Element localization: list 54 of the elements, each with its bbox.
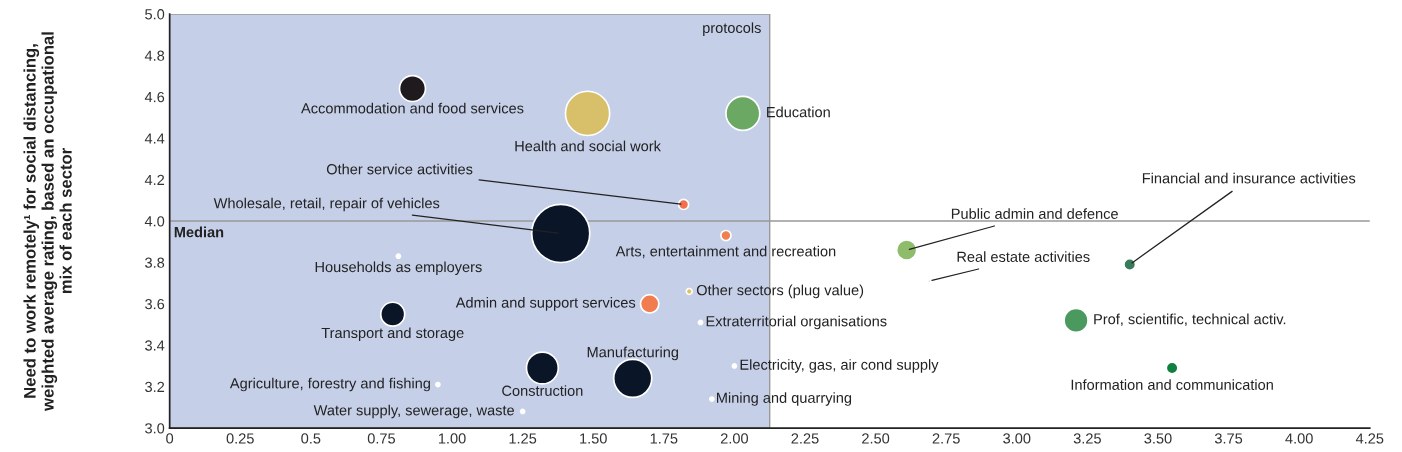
x-tick-label: 1.00 [438,433,466,444]
x-tick-label: 3.75 [1214,433,1243,444]
x-tick-label: 2.75 [932,433,960,444]
annotation: Health and social work [515,140,661,152]
annotation: Prof, scientific, technical activ. [1094,313,1286,327]
y-tick-label: 3.6 [145,298,165,310]
x-tick-label: 0.75 [367,433,396,444]
annotation: Accommodation and food services [301,102,524,114]
ref-line-label: Median [174,226,224,238]
annotation: Arts, entertainment and recreation [615,245,836,259]
annotation: Financial and insurance activities [1142,172,1356,184]
annotation: Public admin and defence [951,208,1118,219]
annotation: Information and communication [1071,379,1273,390]
x-tick-label: 2.50 [862,433,890,444]
y-tick-label: 4.2 [144,174,165,185]
annotation: Admin and support services [455,297,636,311]
annotation: Electricity, gas, air cond supply [740,359,939,373]
annotation: Manufacturing [587,346,679,361]
x-tick-label: 0 [166,433,174,444]
x-tick-label: 3.50 [1144,433,1172,444]
x-tick-label: 0.25 [226,433,254,444]
annotation: Water supply, sewerage, waste [313,404,514,419]
y-tick-label: 3.2 [145,381,165,393]
annotation: Education [767,106,830,118]
band-label: protocols [703,22,761,36]
x-tick-label: 1.75 [650,433,678,444]
annotation: Wholesale, retail, repair of vehicles [213,197,440,212]
y-tick-label: 5.0 [145,9,165,20]
y-tick-label: 3.4 [145,340,165,351]
y-tick-label: 4.4 [144,133,165,144]
y-tick-label: 4.6 [144,91,165,103]
x-tick-label: 4.00 [1285,433,1313,444]
annotation: Households as employers [315,261,482,276]
x-tick-label: 1.25 [509,433,537,444]
annotation: Other sectors (plug value) [696,284,864,299]
x-tick-label: 2.00 [720,433,749,444]
y-tick-label: 3.8 [145,257,165,268]
annotation: Mining and quarrying [717,392,852,406]
x-tick-label: 0.5 [301,433,321,444]
x-tick-label: 2.25 [791,433,819,444]
annotation: Agriculture, forestry and fishing [229,377,430,392]
x-tick-label: 4.25 [1355,433,1384,444]
annotation: Extraterritorial organisations [706,315,887,330]
annotation: Construction [502,385,583,396]
y-tick-label: 3.0 [145,423,165,434]
y-axis-title: Need to work remotely¹ for social distancing, weighted average rating, based an occupational mix of each sector [23,32,72,411]
y-tick-label: 4.8 [144,50,165,61]
annotation: Real estate activities [957,251,1090,262]
annotation: Other service activities [326,163,473,175]
x-tick-label: 3.25 [1073,433,1101,444]
y-tick-label: 4.0 [144,216,165,227]
x-tick-label: 1.50 [580,433,607,444]
annotation: Transport and storage [321,327,464,341]
x-tick-label: 3.00 [1003,433,1031,444]
